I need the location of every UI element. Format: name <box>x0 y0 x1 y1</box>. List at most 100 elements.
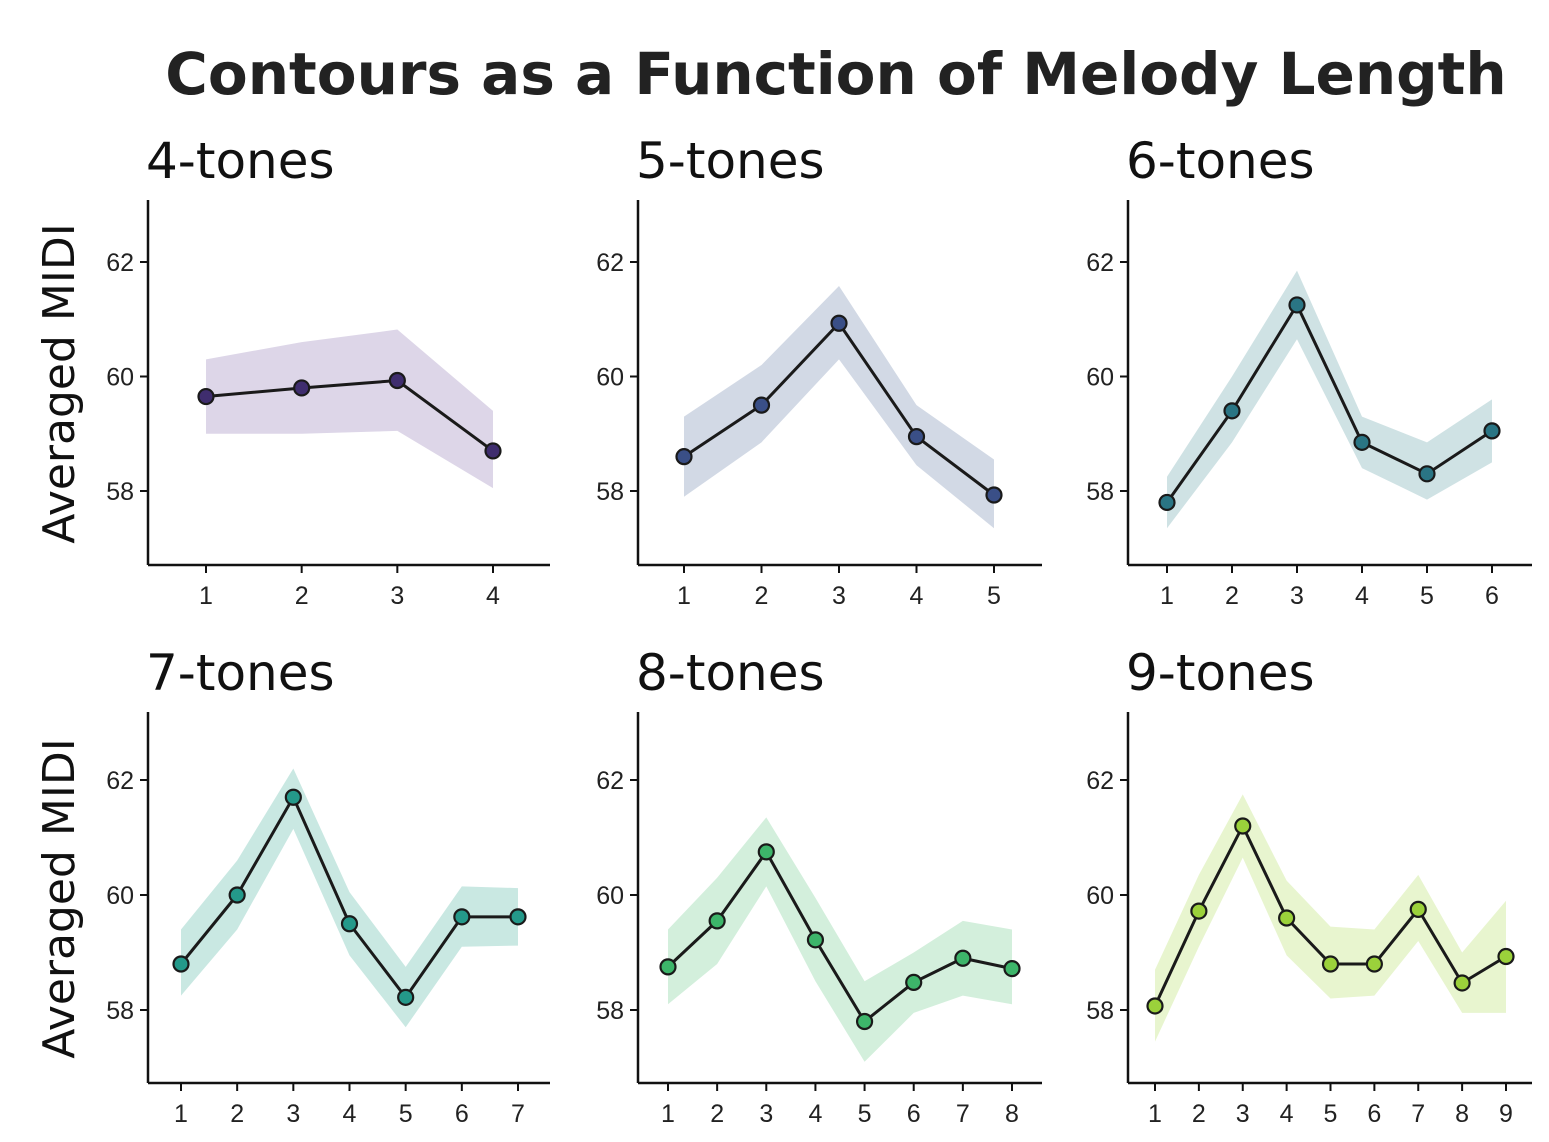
x-tick-label: 2 <box>1225 582 1239 610</box>
y-tick-label: 58 <box>596 997 624 1025</box>
data-point <box>1365 955 1383 973</box>
x-tick-label: 3 <box>1290 582 1304 610</box>
y-tick-label: 62 <box>596 767 624 795</box>
data-point <box>1223 402 1241 420</box>
data-point <box>1453 974 1471 992</box>
data-point <box>757 843 775 861</box>
x-tick-label: 9 <box>1499 1100 1513 1128</box>
panel-title: 6-tones <box>1126 132 1315 190</box>
data-point <box>1288 296 1306 314</box>
series-line <box>666 849 1013 1024</box>
panel-title: 9-tones <box>1126 644 1315 702</box>
panel-2: 5-tones 58 60 62 1 2 3 4 5 <box>596 132 1042 610</box>
data-point <box>985 486 1003 504</box>
x-tick-label: 1 <box>1160 582 1174 610</box>
x-tick-label: 1 <box>661 1100 675 1128</box>
data-point <box>1146 997 1164 1015</box>
confidence-band <box>1167 270 1492 529</box>
data-point <box>1190 902 1208 920</box>
data-point <box>293 379 311 397</box>
data-point <box>1003 959 1021 978</box>
x-tick-label: 1 <box>1148 1100 1162 1128</box>
data-point <box>284 788 302 806</box>
x-tick-label: 3 <box>286 1100 300 1128</box>
data-point <box>1234 817 1252 835</box>
data-point <box>340 915 359 933</box>
x-tick-label: 6 <box>907 1100 921 1128</box>
data-point <box>172 955 190 973</box>
x-tick-label: 4 <box>486 582 500 610</box>
data-point <box>752 396 771 414</box>
data-point <box>484 442 502 460</box>
confidence-band <box>668 817 1012 1062</box>
panel-3: 6-tones 58 60 62 1 2 3 4 5 6 <box>1086 132 1532 610</box>
y-tick-label: 60 <box>106 364 134 392</box>
panel-4: 7-tones 58 60 62 1 2 3 4 5 6 7 Averaged MIDI <box>34 644 550 1128</box>
data-point <box>388 371 406 390</box>
x-tick-label: 5 <box>1324 1100 1338 1128</box>
y-tick-label: 60 <box>1086 364 1114 392</box>
y-tick-label: 58 <box>1086 997 1114 1025</box>
confidence-band <box>684 286 994 529</box>
y-tick-label: 62 <box>106 767 134 795</box>
panel-title: 5-tones <box>636 132 825 190</box>
x-tick-label: 5 <box>987 582 1001 610</box>
data-point <box>675 448 693 466</box>
x-tick-label: 4 <box>343 1100 357 1128</box>
panel-title: 4-tones <box>146 132 335 190</box>
x-tick-label: 2 <box>1192 1100 1206 1128</box>
x-tick-label: 7 <box>956 1100 970 1128</box>
data-point <box>228 886 246 904</box>
x-tick-label: 6 <box>1367 1100 1381 1128</box>
panel-1: 4-tones 58 60 62 1 2 3 4 Averaged MIDI <box>34 132 550 610</box>
x-tick-label: 2 <box>755 582 769 610</box>
x-tick-label: 2 <box>230 1100 244 1128</box>
x-tick-label: 4 <box>1355 582 1369 610</box>
data-point <box>907 428 926 446</box>
x-tick-label: 3 <box>832 582 846 610</box>
x-tick-label: 1 <box>199 582 213 610</box>
x-tick-label: 3 <box>1236 1100 1250 1128</box>
x-tick-label: 3 <box>759 1100 773 1128</box>
series-line <box>1165 301 1493 504</box>
confidence-band <box>1155 794 1506 1042</box>
x-tick-label: 4 <box>808 1100 822 1128</box>
data-point <box>1321 955 1340 973</box>
x-tick-label: 5 <box>858 1100 872 1128</box>
x-tick-label: 2 <box>295 582 309 610</box>
y-tick-label: 62 <box>106 249 134 277</box>
x-tick-label: 4 <box>1280 1100 1294 1128</box>
data-point <box>1483 422 1501 440</box>
y-tick-label: 58 <box>106 997 134 1025</box>
panel-title: 8-tones <box>636 644 825 702</box>
data-point <box>659 958 677 976</box>
data-point <box>954 949 972 967</box>
data-point <box>509 908 527 926</box>
data-point <box>855 1012 874 1031</box>
y-axis-title: Averaged MIDI <box>34 738 85 1058</box>
panel-6: 9-tones 58 60 62 1 2 3 4 5 6 7 8 9 <box>1086 644 1532 1128</box>
x-tick-label: 7 <box>511 1100 525 1128</box>
confidence-band <box>181 768 518 1028</box>
data-point <box>397 988 415 1006</box>
y-tick-label: 62 <box>1086 249 1114 277</box>
y-tick-label: 62 <box>1086 767 1114 795</box>
y-tick-label: 60 <box>106 882 134 910</box>
x-tick-label: 5 <box>1420 582 1434 610</box>
x-tick-label: 1 <box>677 582 691 610</box>
data-point <box>806 931 825 949</box>
x-tick-label: 8 <box>1455 1100 1469 1128</box>
x-tick-label: 4 <box>910 582 924 610</box>
y-tick-label: 60 <box>596 882 624 910</box>
confidence-band <box>206 329 493 489</box>
data-point <box>1353 433 1371 451</box>
x-tick-label: 6 <box>1485 582 1499 610</box>
data-point <box>1418 465 1436 483</box>
data-point <box>197 387 215 406</box>
x-tick-label: 5 <box>399 1100 413 1128</box>
chart-main-title: Contours as a Function of Melody Length <box>165 40 1507 108</box>
panel-title: 7-tones <box>146 644 335 702</box>
data-point <box>453 908 471 926</box>
x-tick-label: 8 <box>1005 1100 1019 1128</box>
